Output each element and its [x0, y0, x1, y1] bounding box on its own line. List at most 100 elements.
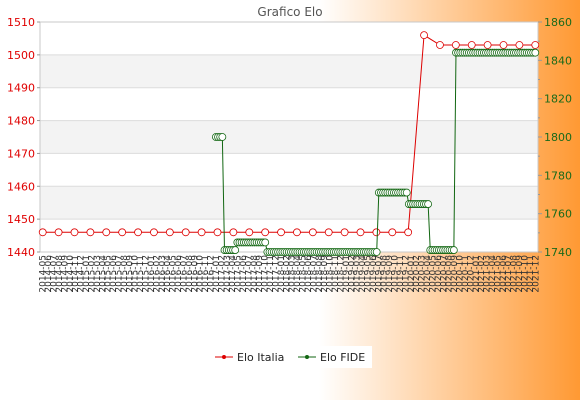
x-tick-label: 2015-05	[104, 255, 114, 293]
x-tick-label: 2019-02	[347, 255, 357, 293]
y-right-tick-label: 1820	[544, 93, 572, 106]
x-tick-label: 2019-08	[380, 255, 390, 293]
x-tick-label: 2016-06	[174, 255, 184, 293]
x-tick-label: 2020-12	[466, 255, 476, 293]
data-point-elo-italia[interactable]	[388, 228, 397, 237]
data-point-elo-italia[interactable]	[245, 228, 254, 237]
x-tick-label: 2017-10	[261, 255, 271, 293]
y-left-tick-label: 1440	[7, 246, 35, 259]
data-point-elo-fide[interactable]	[424, 200, 433, 208]
x-tick-label: 2016-09	[190, 255, 200, 293]
x-tick-label: 2019-12	[401, 255, 411, 293]
legend-label-elo-italia[interactable]: Elo Italia	[237, 351, 284, 364]
data-point-elo-italia[interactable]	[134, 228, 142, 237]
data-point-elo-italia[interactable]	[293, 228, 301, 237]
x-tick-label: 2021-01	[472, 255, 482, 293]
x-tick-label: 2017-09	[255, 255, 265, 293]
data-point-elo-italia[interactable]	[404, 228, 413, 237]
data-point-elo-fide[interactable]	[231, 246, 240, 254]
x-tick-label: 2018-06	[304, 255, 314, 293]
legend-label-elo-fide[interactable]: Elo FIDE	[320, 351, 365, 364]
x-tick-label: 2015-04	[98, 255, 108, 293]
x-tick-label: 2021-06	[499, 255, 509, 293]
y-right-tick-label: 1840	[544, 54, 572, 67]
x-tick-label: 2019-06	[369, 255, 379, 293]
data-point-elo-italia[interactable]	[277, 228, 285, 237]
data-point-elo-fide[interactable]	[402, 188, 411, 197]
x-tick-label: 2014-08	[55, 255, 65, 293]
x-tick-label: 2015-07	[114, 255, 124, 293]
data-point-elo-italia[interactable]	[86, 228, 95, 237]
x-tick-label: 2016-02	[152, 255, 162, 293]
x-tick-label: 2017-07	[244, 255, 254, 293]
legend-box	[212, 346, 372, 368]
x-tick-label: 2019-05	[363, 255, 373, 293]
data-point-elo-italia[interactable]	[467, 41, 476, 49]
data-point-elo-italia[interactable]	[261, 228, 270, 237]
data-point-elo-italia[interactable]	[483, 41, 492, 49]
data-point-elo-italia[interactable]	[150, 228, 158, 237]
data-point-elo-italia[interactable]	[420, 31, 428, 40]
x-tick-label: 2021-10	[520, 255, 530, 293]
data-point-elo-fide[interactable]	[261, 238, 270, 247]
x-tick-label: 2018-05	[299, 255, 309, 293]
data-point-elo-fide[interactable]	[449, 246, 458, 254]
data-point-elo-italia[interactable]	[54, 228, 63, 237]
data-point-elo-fide[interactable]	[372, 248, 381, 256]
x-tick-label: 2018-04	[293, 255, 303, 293]
data-point-elo-italia[interactable]	[356, 228, 365, 237]
x-tick-label: 2020-09	[450, 255, 460, 293]
x-tick-label: 2018-02	[282, 255, 292, 293]
x-tick-label: 2018-11	[331, 255, 341, 293]
x-tick-label: 2015-10	[131, 255, 141, 293]
x-tick-label: 2015-02	[87, 255, 97, 293]
data-point-elo-italia[interactable]	[213, 228, 222, 237]
plot-band	[40, 120, 538, 154]
data-point-elo-italia[interactable]	[308, 228, 317, 237]
data-point-elo-italia[interactable]	[531, 41, 540, 49]
data-point-elo-italia[interactable]	[102, 228, 111, 237]
x-tick-label: 2017-02	[217, 255, 227, 293]
data-point-elo-italia[interactable]	[372, 228, 381, 237]
data-point-elo-fide[interactable]	[218, 133, 227, 141]
data-point-elo-italia[interactable]	[38, 228, 47, 237]
data-point-elo-fide[interactable]	[531, 48, 540, 57]
data-point-elo-italia[interactable]	[165, 228, 174, 237]
data-point-elo-italia[interactable]	[229, 228, 238, 237]
data-point-elo-italia[interactable]	[436, 41, 444, 49]
plot-band	[40, 186, 538, 220]
x-tick-label: 2016-04	[163, 255, 173, 293]
data-point-elo-italia[interactable]	[118, 228, 127, 237]
data-point-elo-italia[interactable]	[499, 41, 508, 49]
data-point-elo-italia[interactable]	[515, 41, 524, 49]
x-tick-label: 2015-12	[142, 255, 152, 293]
y-right-tick-label: 1760	[544, 208, 572, 221]
x-tick-label: 2021-08	[510, 255, 520, 293]
x-tick-label: 2020-08	[445, 255, 455, 293]
x-tick-label: 2014-10	[66, 255, 76, 293]
x-tick-label: 2016-01	[147, 255, 157, 293]
x-tick-label: 2014-11	[71, 255, 81, 293]
x-tick-label: 2021-02	[477, 255, 487, 293]
data-point-elo-italia[interactable]	[451, 41, 460, 49]
x-tick-label: 2014-09	[60, 255, 70, 293]
plot-bands	[40, 54, 538, 220]
data-point-elo-italia[interactable]	[70, 228, 79, 237]
x-tick-label: 2015-11	[136, 255, 146, 293]
x-tick-label: 2016-05	[169, 255, 179, 293]
data-point-elo-italia[interactable]	[197, 228, 206, 237]
y-axis-right: 1740 1760 1780 1800 1820 1840 1860	[538, 16, 572, 259]
y-left-tick-label: 1460	[7, 180, 35, 193]
y-left-tick-label: 1480	[7, 115, 35, 128]
data-point-elo-italia[interactable]	[181, 228, 190, 237]
data-point-elo-italia[interactable]	[324, 228, 333, 237]
x-tick-label: 2016-03	[158, 255, 168, 293]
y-right-tick-label: 1740	[544, 246, 572, 259]
x-tick-label: 2021-07	[504, 255, 514, 293]
x-tick-label: 2018-03	[288, 255, 298, 293]
x-tick-label: 2014-07	[50, 255, 60, 293]
y-right-tick-label: 1860	[544, 16, 572, 29]
x-tick-label: 2016-07	[179, 255, 189, 293]
data-point-elo-italia[interactable]	[340, 228, 349, 237]
